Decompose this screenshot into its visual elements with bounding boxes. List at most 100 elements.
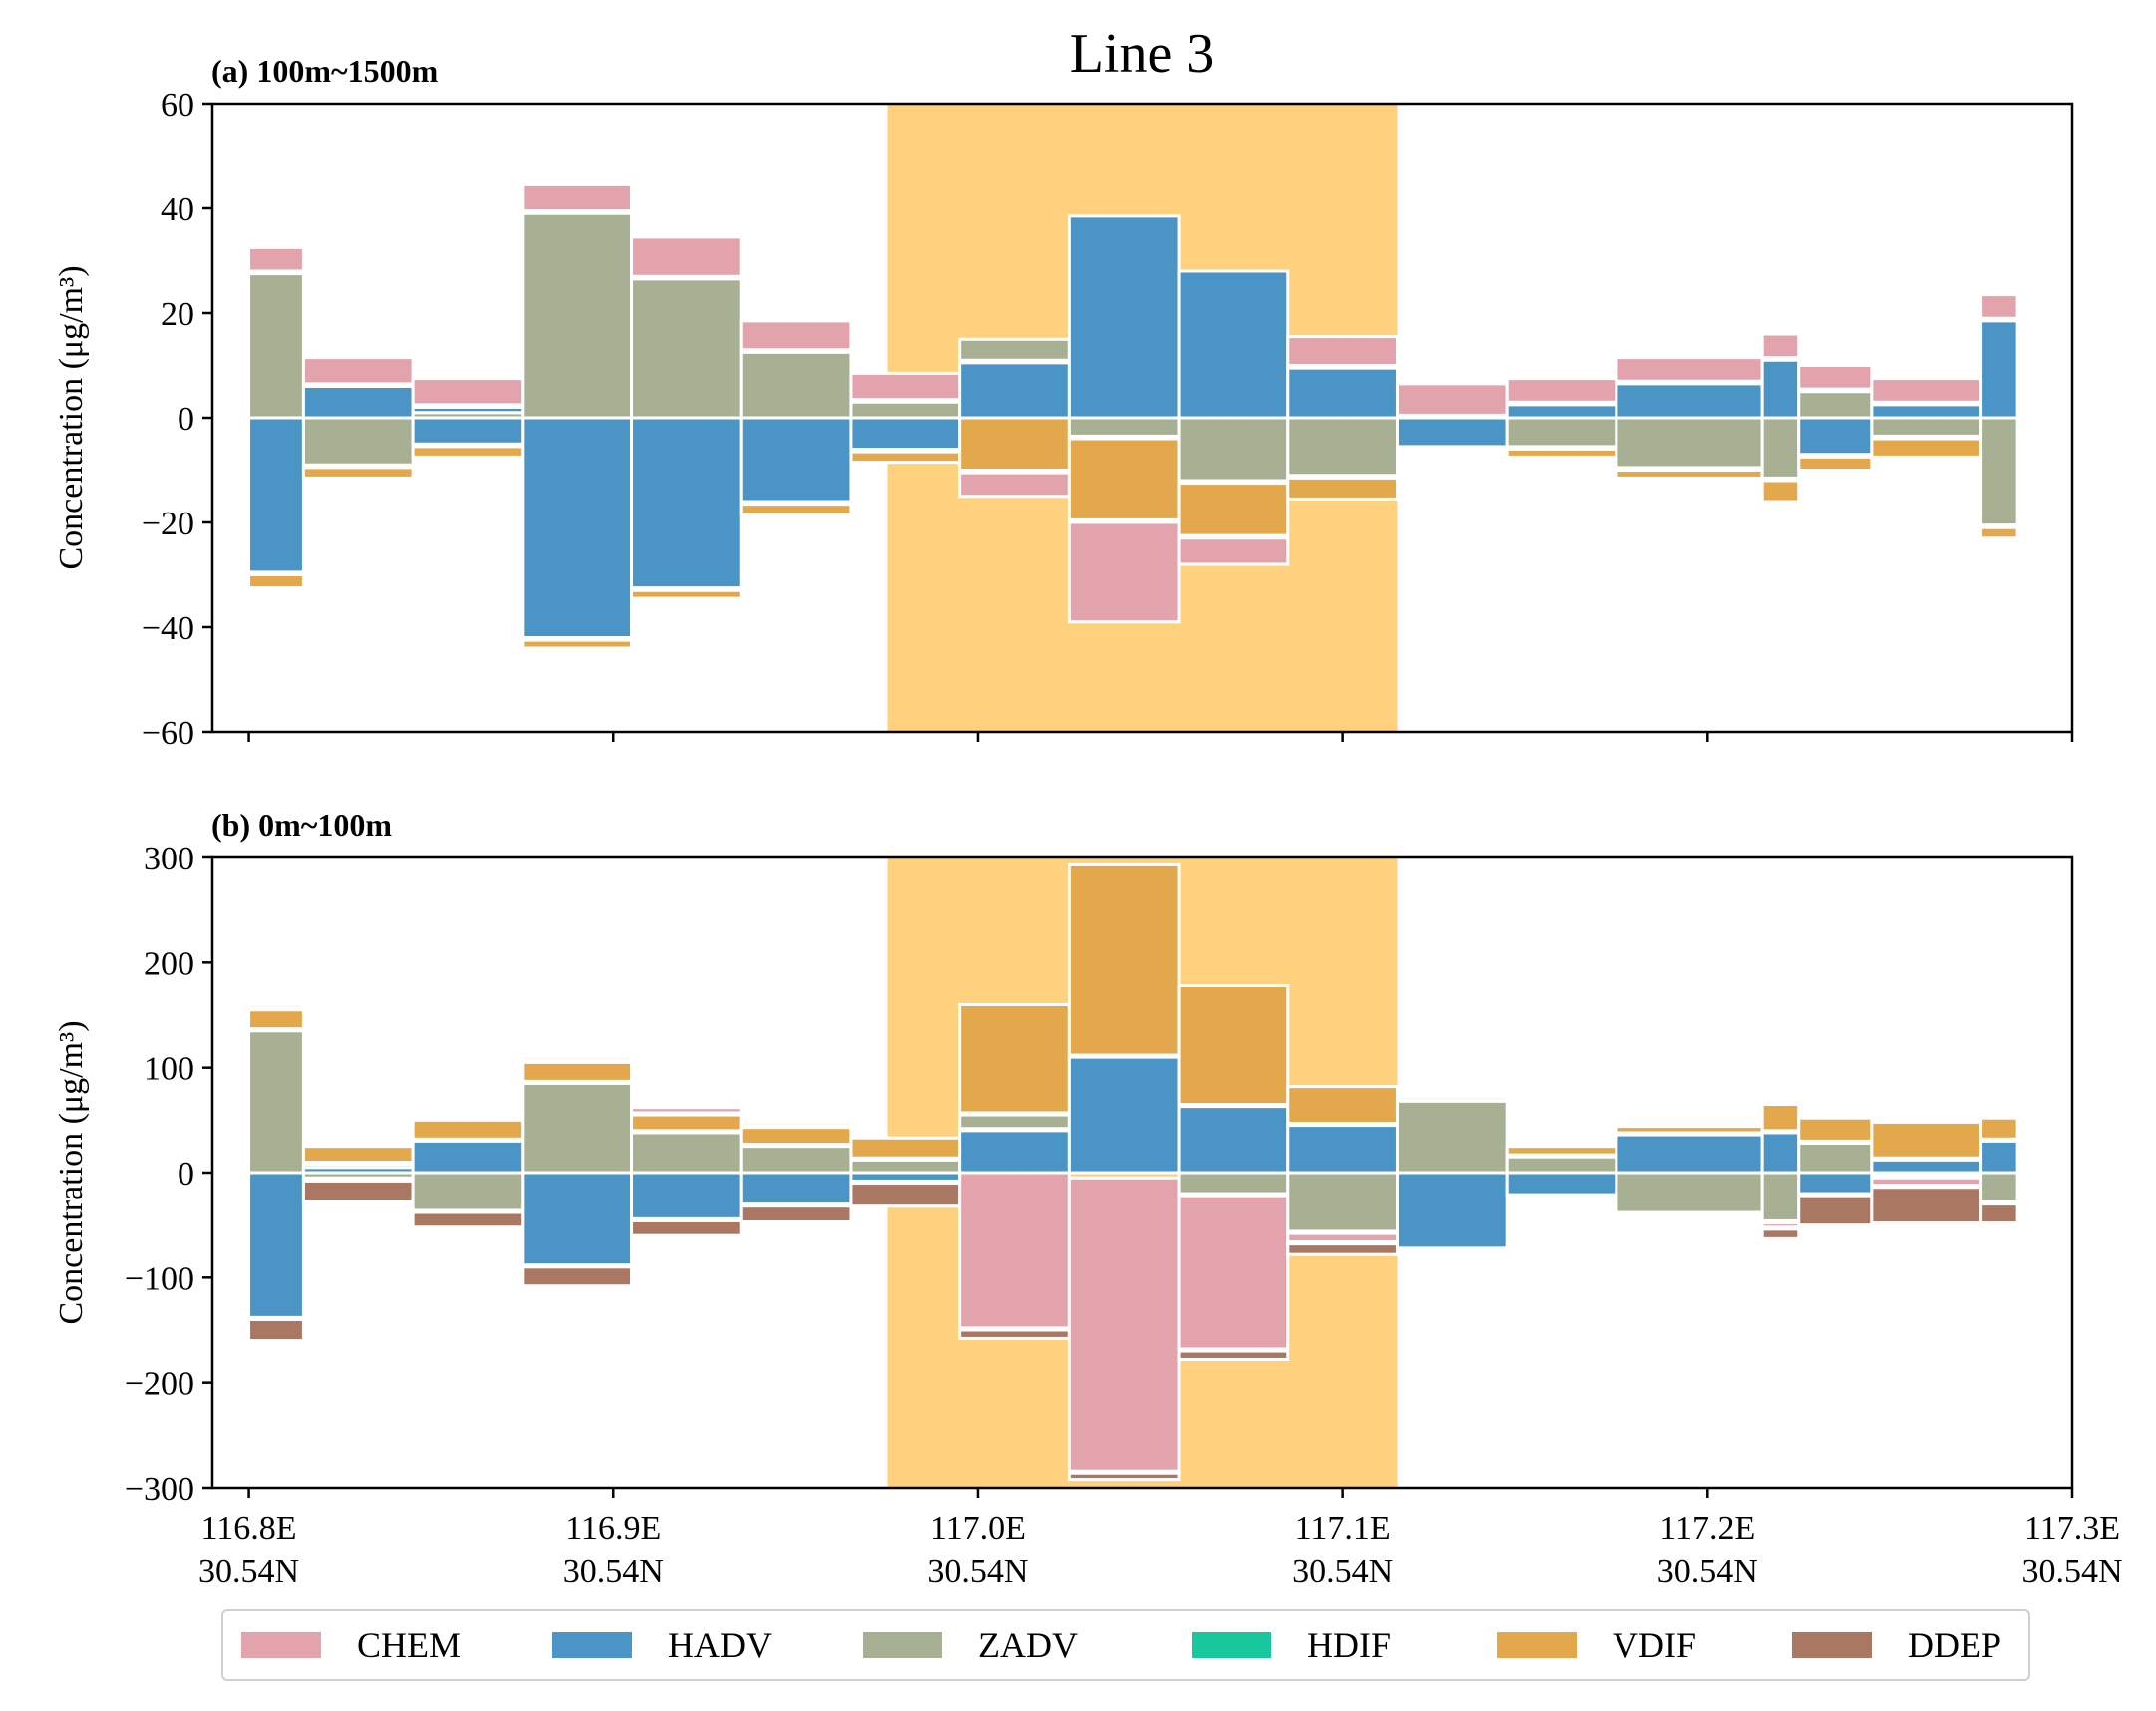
- bar-vdif: [521, 638, 634, 650]
- y-tick-label: −200: [125, 1366, 194, 1403]
- bar-hadv: [1177, 1105, 1290, 1175]
- legend-swatch: [1192, 1632, 1271, 1658]
- bar-hadv: [521, 416, 634, 639]
- bar-hadv: [1395, 416, 1509, 449]
- bar-hadv: [1505, 403, 1618, 420]
- legend-item-ddep: DDEP: [1792, 1611, 2001, 1679]
- legend-swatch: [863, 1632, 942, 1658]
- legend: CHEM HADV ZADV HDIF VDIF DDEP: [221, 1609, 2030, 1681]
- bar-chem: [1177, 1194, 1290, 1351]
- bar-hadv: [958, 1129, 1071, 1175]
- panel-label: (b) 0m~100m: [211, 807, 392, 843]
- bar-zadv: [1286, 1171, 1399, 1233]
- y-tick-label: 60: [161, 87, 194, 124]
- y-tick-label: 0: [178, 1156, 194, 1193]
- x-tick-label: 117.1E: [1295, 1510, 1391, 1546]
- legend-item-chem: CHEM: [241, 1611, 461, 1679]
- panel-b: −300 −200 −100 0 100 200 300 (b) 0m~100m Concent…: [53, 807, 2074, 1508]
- bar-vdif: [1067, 862, 1181, 1057]
- bar-zadv: [1505, 1155, 1618, 1175]
- bar-hadv: [1067, 1055, 1181, 1175]
- bar-hadv: [849, 1171, 962, 1183]
- bar-chem: [739, 319, 853, 352]
- legend-label: DDEP: [1908, 1625, 2002, 1665]
- bar-zadv: [1797, 390, 1874, 420]
- bar-ddep: [411, 1210, 525, 1229]
- bar-hadv: [247, 416, 305, 574]
- bar-zadv: [1797, 1142, 1874, 1175]
- bar-ddep: [1177, 1349, 1290, 1361]
- bar-hadv: [301, 385, 415, 420]
- bar-vdif: [301, 466, 415, 480]
- bar-hadv: [1615, 382, 1764, 420]
- bar-ddep: [1979, 1202, 2019, 1225]
- bar-chem: [1177, 536, 1290, 566]
- bar-vdif: [958, 416, 1071, 472]
- bar-vdif: [849, 450, 962, 465]
- bar-ddep: [1870, 1186, 1983, 1225]
- bar-vdif: [1505, 448, 1618, 459]
- bar-hadv: [1979, 1139, 2019, 1175]
- bar-ddep: [1286, 1242, 1399, 1256]
- bar-vdif: [630, 588, 743, 600]
- bar-hadv: [411, 1139, 525, 1175]
- bar-chem: [1395, 382, 1509, 417]
- bar-hadv: [630, 416, 743, 590]
- bar-hadv: [1286, 366, 1399, 420]
- bar-zadv: [301, 1163, 415, 1170]
- bar-hadv: [630, 1171, 743, 1220]
- bar-hadv: [1797, 416, 1874, 457]
- bar-zadv: [1505, 416, 1618, 449]
- bar-vdif: [411, 445, 525, 459]
- bar-hadv: [958, 361, 1071, 420]
- bar-zadv: [1177, 416, 1290, 483]
- legend-item-hdif: HDIF: [1192, 1611, 1391, 1679]
- bar-hadv: [411, 416, 525, 446]
- bar-chem: [1870, 1176, 1983, 1188]
- bar-zadv: [1177, 1171, 1290, 1196]
- bar-chem: [1286, 335, 1399, 367]
- bar-vdif: [1870, 1120, 1983, 1160]
- bar-zadv: [301, 1171, 415, 1180]
- bar-vdif: [1615, 1125, 1764, 1135]
- bar-chem: [247, 1002, 305, 1010]
- bar-chem: [521, 182, 634, 213]
- legend-swatch: [1497, 1632, 1577, 1658]
- bar-vdif: [411, 1118, 525, 1141]
- bar-hadv: [411, 406, 525, 415]
- y-tick-label: 300: [144, 841, 194, 877]
- legend-swatch: [241, 1632, 321, 1658]
- bar-chem: [1286, 1231, 1399, 1244]
- y-tick-label: 0: [178, 401, 194, 438]
- bar-ddep: [301, 1179, 415, 1203]
- bar-vdif: [1615, 469, 1764, 480]
- bar-hadv: [521, 1171, 634, 1267]
- chart-title: Line 3: [1070, 23, 1215, 85]
- x-tick-label: 30.54N: [1292, 1553, 1393, 1590]
- bar-vdif: [1505, 1145, 1618, 1157]
- bar-chem: [1870, 377, 1983, 404]
- bar-hadv: [1615, 1133, 1764, 1175]
- bar-zadv: [1615, 416, 1764, 470]
- bar-zadv: [521, 1081, 634, 1175]
- bar-ddep: [630, 1218, 743, 1237]
- bar-hadv: [1286, 1124, 1399, 1175]
- bar-hadv: [739, 1171, 853, 1206]
- bar-chem: [1067, 1176, 1181, 1473]
- y-tick-label: 20: [161, 296, 194, 333]
- bar-chem: [1615, 356, 1764, 383]
- bar-chem: [247, 245, 305, 273]
- bar-vdif: [739, 1126, 853, 1147]
- legend-item-zadv: ZADV: [863, 1611, 1078, 1679]
- bar-ddep: [1797, 1194, 1874, 1227]
- bar-zadv: [849, 400, 962, 420]
- bar-hadv: [247, 1171, 305, 1319]
- bar-zadv: [1760, 416, 1801, 480]
- bar-zadv: [301, 416, 415, 467]
- x-tick-label: 30.54N: [2021, 1553, 2122, 1590]
- x-tick-label: 30.54N: [563, 1553, 664, 1590]
- bar-hadv: [1760, 358, 1801, 420]
- bar-vdif: [1797, 455, 1874, 472]
- x-tick-label: 116.8E: [201, 1510, 297, 1546]
- panel-label: (a) 100m~1500m: [211, 53, 439, 89]
